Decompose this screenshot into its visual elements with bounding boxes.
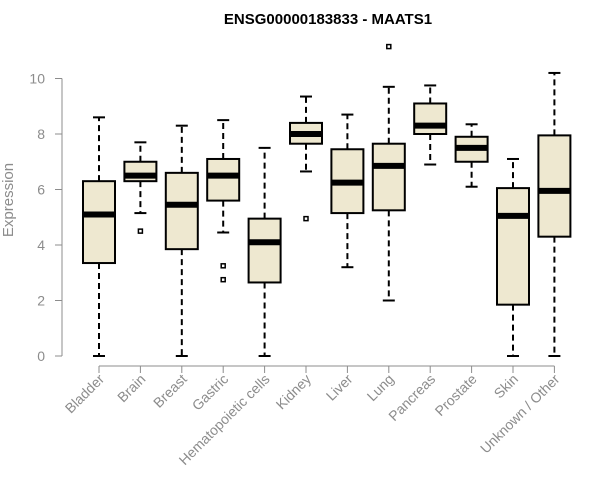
y-axis: 0 2 4 6 8 10 <box>29 71 63 364</box>
x-tick-label: Breast <box>150 371 190 411</box>
outlier-point <box>137 228 144 234</box>
box-kidney <box>289 95 323 222</box>
box-iqr <box>371 142 406 212</box>
x-tick-label: Lung <box>364 371 397 404</box>
box-brain <box>123 141 158 234</box>
x-tick-label: Liver <box>323 371 356 404</box>
outlier-point <box>220 276 226 283</box>
x-tick-label: Bladder <box>62 371 108 417</box>
y-tick-label: 2 <box>37 293 45 309</box>
outlier-point <box>303 215 309 222</box>
box-prostate <box>454 123 489 188</box>
box-bladder <box>82 116 116 357</box>
outlier-point <box>386 43 392 50</box>
chart-title: ENSG00000183833 - MAATS1 <box>224 11 432 28</box>
box-unknown-other <box>537 71 572 357</box>
x-tick-label: Prostate <box>432 371 480 419</box>
box-iqr <box>247 217 282 284</box>
box-iqr <box>82 180 116 265</box>
box-iqr <box>496 187 530 306</box>
box-plot-area <box>82 43 572 357</box>
box-iqr <box>206 157 241 202</box>
box-hematopoietic-cells <box>247 146 282 357</box>
box-pancreas <box>413 84 448 166</box>
x-tick-label: Unknown / Other <box>477 371 563 457</box>
box-iqr <box>537 134 572 238</box>
x-tick-label: Kidney <box>273 371 315 413</box>
box-lung <box>371 43 406 302</box>
y-tick-label: 10 <box>29 71 45 87</box>
box-breast <box>164 124 199 357</box>
x-tick-label: Skin <box>491 371 522 402</box>
y-tick-label: 0 <box>37 348 45 364</box>
outlier-point <box>220 263 226 269</box>
box-iqr <box>413 102 448 135</box>
y-tick-label: 6 <box>37 182 45 198</box>
box-liver <box>330 113 365 269</box>
y-axis-label: Expression <box>0 163 17 237</box>
box-iqr <box>164 171 199 251</box>
box-skin <box>496 157 530 357</box>
box-gastric <box>206 119 241 283</box>
y-tick-label: 4 <box>37 237 45 253</box>
x-tick-label: Brain <box>114 371 148 405</box>
y-tick-label: 8 <box>37 126 45 142</box>
